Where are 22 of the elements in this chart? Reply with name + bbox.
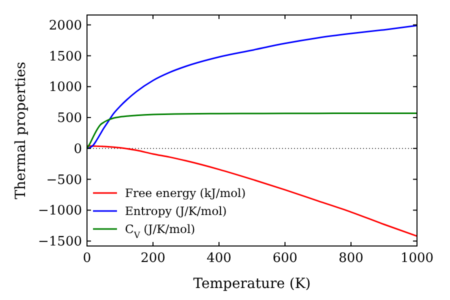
- x-tick-label: 1000: [400, 251, 434, 266]
- x-tick-label: 400: [206, 251, 232, 266]
- x-tick-label: 600: [272, 251, 298, 266]
- line-series: [86, 24, 418, 150]
- y-axis-title: Thermal properties: [13, 62, 29, 200]
- legend-label: C$_{V}$ (J/K/mol): [125, 222, 196, 241]
- y-tick-label: 2000: [48, 18, 82, 34]
- legend-label: Free energy (kJ/mol): [125, 186, 246, 200]
- y-tick-label: −500: [46, 172, 82, 188]
- y-tick-label: 500: [57, 111, 82, 126]
- x-tick-label: 200: [140, 251, 166, 266]
- y-tick-label: 0: [74, 142, 82, 157]
- y-tick-label: −1000: [38, 204, 82, 219]
- line-series: [86, 112, 418, 150]
- x-tick-label: 0: [82, 251, 92, 266]
- x-tick-label: 800: [338, 251, 364, 266]
- line-series: [86, 145, 418, 237]
- y-tick-label: −1500: [38, 234, 82, 250]
- y-tick-label: 1000: [48, 80, 82, 96]
- y-tick-label: 1500: [48, 49, 82, 64]
- legend-label: Entropy (J/K/mol): [125, 204, 227, 218]
- x-axis-title: Temperature (K): [193, 276, 311, 292]
